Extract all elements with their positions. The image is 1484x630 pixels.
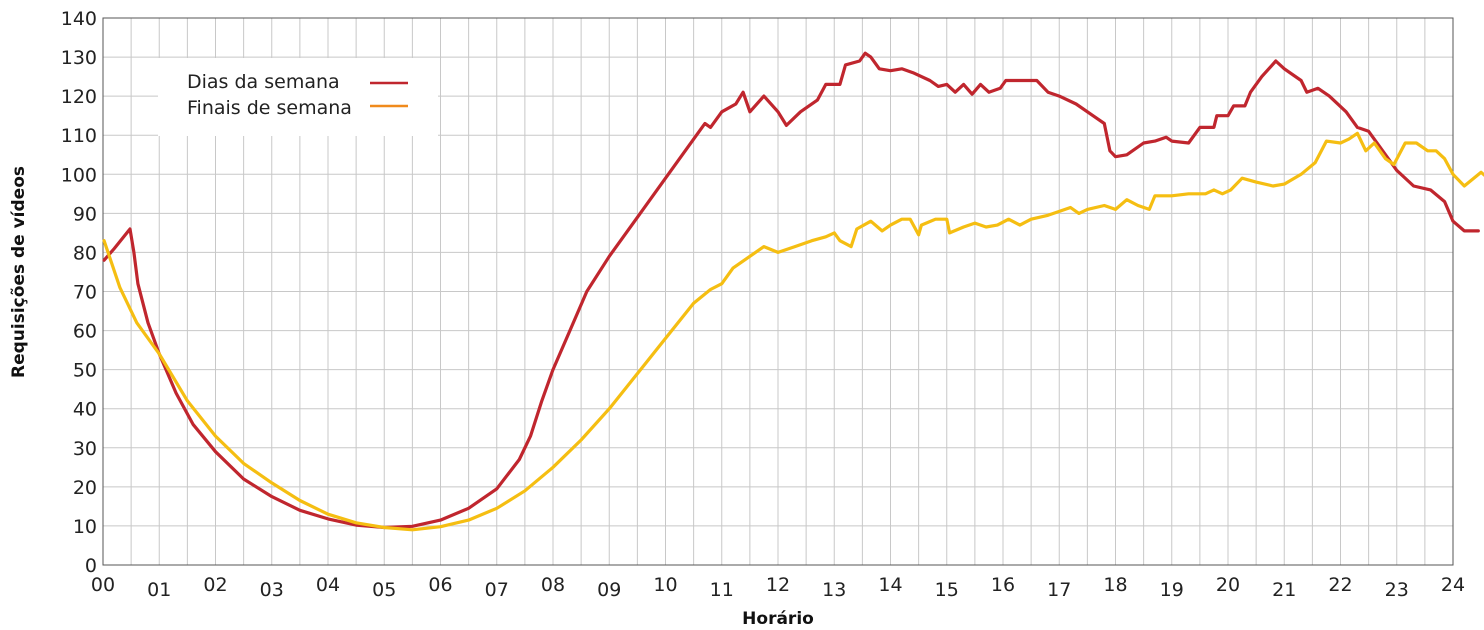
- legend-label-weekdays: Dias da semana: [187, 71, 340, 93]
- y-tick-label: 90: [73, 203, 97, 225]
- x-tick-label: 01: [147, 579, 171, 601]
- y-tick-label: 30: [73, 438, 97, 460]
- x-tick-label: 20: [1216, 574, 1240, 596]
- y-tick-label: 100: [61, 164, 97, 186]
- y-tick-label: 40: [73, 399, 97, 421]
- x-tick-label: 10: [653, 574, 677, 596]
- x-tick-label: 12: [766, 574, 790, 596]
- x-tick-label: 02: [203, 574, 227, 596]
- x-tick-label: 14: [878, 574, 902, 596]
- x-tick-label: 21: [1272, 579, 1296, 601]
- x-tick-label: 16: [991, 574, 1015, 596]
- y-tick-label: 50: [73, 360, 97, 382]
- x-tick-label: 13: [822, 579, 846, 601]
- y-tick-label: 70: [73, 282, 97, 304]
- y-tick-label: 110: [61, 125, 97, 147]
- y-tick-label: 0: [85, 555, 97, 577]
- x-tick-label: 15: [935, 579, 959, 601]
- series-line-weekends: [102, 131, 1484, 532]
- x-axis-title: Horário: [742, 609, 814, 629]
- x-tick-label: 06: [428, 574, 452, 596]
- y-tick-label: 120: [61, 86, 97, 108]
- x-tick-label: 08: [541, 574, 565, 596]
- y-tick-label: 10: [73, 516, 97, 538]
- x-tick-label: 11: [710, 579, 734, 601]
- series: [102, 51, 1484, 532]
- x-tick-label: 03: [260, 579, 284, 601]
- x-tick-label: 24: [1441, 574, 1465, 596]
- x-tick-label: 17: [1047, 579, 1071, 601]
- y-tick-label: 20: [73, 477, 97, 499]
- y-tick-label: 80: [73, 242, 97, 264]
- x-tick-label: 07: [485, 579, 509, 601]
- legend-label-weekends: Finais de semana: [187, 97, 352, 119]
- x-tick-label: 09: [597, 579, 621, 601]
- y-tick-label: 130: [61, 47, 97, 69]
- x-tick-label: 00: [91, 574, 115, 596]
- series-line-weekdays: [102, 51, 1480, 530]
- axes: 0 10 20 30 40 50 60 70 80 90 100 110 120 130 140 00 01 02…: [61, 8, 1465, 601]
- x-tick-label: 04: [316, 574, 340, 596]
- y-axis-title: Requisições de vídeos: [9, 166, 29, 378]
- x-tick-label: 23: [1385, 579, 1409, 601]
- legend: Dias da semana Finais de semana: [158, 58, 438, 136]
- legend-box: [158, 58, 438, 136]
- plot-frame: [102, 17, 1454, 566]
- x-tick-label: 05: [372, 579, 396, 601]
- x-tick-label: 19: [1160, 579, 1184, 601]
- x-tick-label: 18: [1103, 574, 1127, 596]
- x-tick-label: 22: [1328, 574, 1352, 596]
- y-tick-label: 140: [61, 8, 97, 30]
- y-tick-label: 60: [73, 321, 97, 343]
